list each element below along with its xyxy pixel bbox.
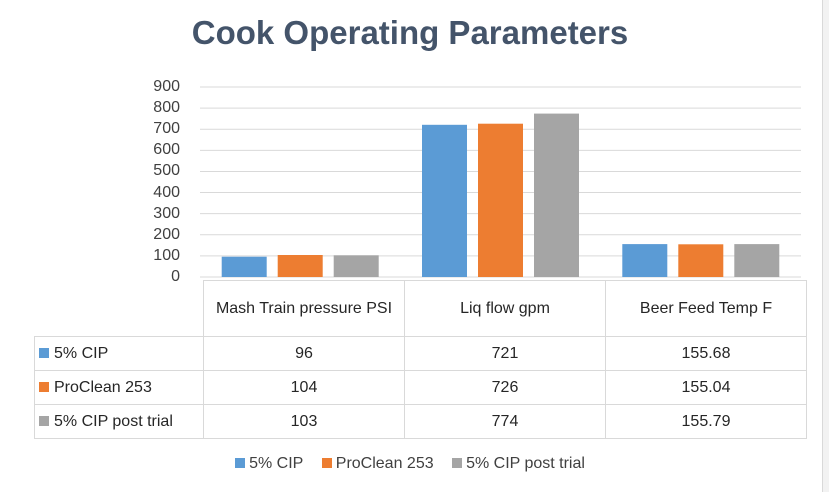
legend-item: 5% CIP bbox=[235, 455, 303, 473]
series-name: ProClean 253 bbox=[54, 378, 152, 396]
y-tick-label: 600 bbox=[153, 141, 180, 159]
category-label: Beer Feed Temp F bbox=[605, 280, 807, 337]
bar bbox=[678, 244, 724, 277]
y-tick-label: 800 bbox=[153, 99, 180, 117]
legend-swatch bbox=[452, 458, 463, 468]
category-label: Liq flow gpm bbox=[404, 280, 606, 337]
series-name: 5% CIP bbox=[54, 344, 109, 362]
bar bbox=[333, 255, 379, 277]
bar bbox=[422, 124, 467, 277]
bar bbox=[277, 255, 323, 277]
y-tick-label: 400 bbox=[153, 183, 180, 201]
y-tick-label: 300 bbox=[153, 204, 180, 222]
category-label: Mash Train pressure PSI bbox=[203, 280, 405, 337]
data-table-row: 5% CIP post trial 103 774 155.79 bbox=[34, 404, 807, 439]
window-edge bbox=[822, 0, 829, 492]
series-label: 5% CIP bbox=[34, 336, 204, 371]
bar bbox=[534, 113, 579, 277]
bar bbox=[734, 244, 780, 277]
legend-swatch bbox=[39, 347, 49, 358]
data-cell: 774 bbox=[404, 404, 606, 439]
data-table-header: Mash Train pressure PSI Liq flow gpm Bee… bbox=[34, 280, 807, 337]
legend-item: ProClean 253 bbox=[321, 455, 434, 473]
data-cell: 104 bbox=[203, 370, 405, 405]
y-tick-label: 100 bbox=[153, 246, 180, 264]
data-table: Mash Train pressure PSI Liq flow gpm Bee… bbox=[34, 280, 807, 439]
data-table-row: 5% CIP 96 721 155.68 bbox=[34, 336, 807, 371]
y-tick-label: 900 bbox=[153, 78, 180, 95]
y-tick-label: 500 bbox=[153, 162, 180, 180]
legend-label: 5% CIP post trial bbox=[466, 455, 585, 472]
y-tick-label: 700 bbox=[153, 120, 180, 138]
legend-item: 5% CIP post trial bbox=[452, 455, 585, 473]
legend: 5% CIP ProClean 253 5% CIP post trial bbox=[0, 455, 820, 473]
bar bbox=[622, 244, 668, 277]
chart-title: Cook Operating Parameters bbox=[191, 14, 629, 51]
data-cell: 726 bbox=[404, 370, 606, 405]
series-name: 5% CIP post trial bbox=[54, 412, 173, 430]
data-cell: 721 bbox=[404, 336, 606, 371]
legend-swatch bbox=[39, 415, 49, 426]
data-cell: 96 bbox=[203, 336, 405, 371]
legend-swatch bbox=[235, 458, 246, 468]
data-cell: 155.79 bbox=[605, 404, 807, 439]
legend-label: ProClean 253 bbox=[335, 455, 434, 472]
series-label: 5% CIP post trial bbox=[34, 404, 204, 439]
data-table-corner bbox=[34, 280, 204, 337]
legend-swatch bbox=[321, 458, 332, 468]
bar bbox=[221, 256, 267, 277]
data-cell: 103 bbox=[203, 404, 405, 439]
bar bbox=[478, 123, 523, 277]
y-tick-label: 0 bbox=[171, 268, 180, 285]
y-tick-label: 200 bbox=[153, 225, 180, 243]
legend-label: 5% CIP bbox=[249, 455, 304, 472]
legend-swatch bbox=[39, 381, 49, 392]
data-cell: 155.04 bbox=[605, 370, 807, 405]
data-table-row: ProClean 253 104 726 155.04 bbox=[34, 370, 807, 405]
data-cell: 155.68 bbox=[605, 336, 807, 371]
series-label: ProClean 253 bbox=[34, 370, 204, 405]
